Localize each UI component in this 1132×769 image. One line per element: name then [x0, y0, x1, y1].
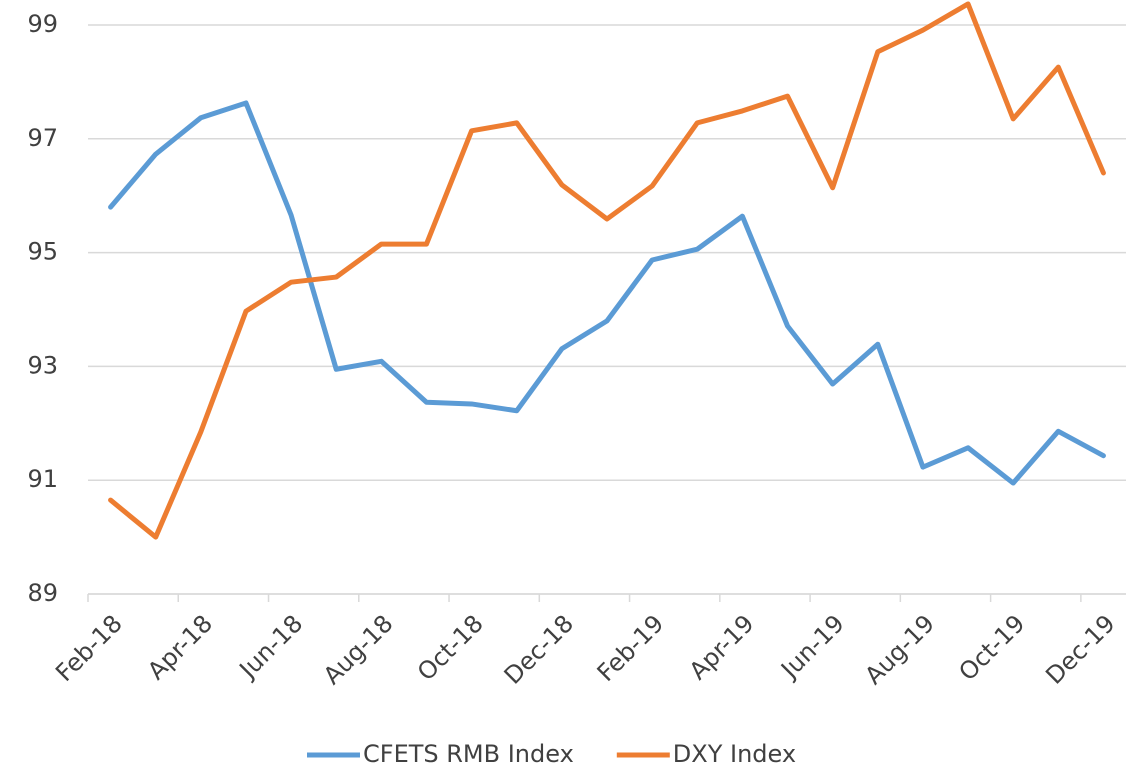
x-tick-label: Feb-18 [50, 609, 128, 687]
x-tick-label: Apr-19 [684, 609, 760, 685]
y-tick-label: 95 [27, 238, 58, 266]
x-tick-label: Jun-19 [774, 609, 849, 684]
x-tick-label: Jun-18 [233, 609, 308, 684]
x-tick-label: Feb-19 [592, 609, 670, 687]
y-tick-label: 91 [27, 465, 58, 493]
x-tick-label: Oct-18 [412, 609, 489, 686]
series-line [108, 100, 1106, 486]
x-tick-label: Oct-19 [954, 609, 1031, 686]
x-tick-label: Aug-19 [859, 609, 940, 690]
y-tick-label: 93 [27, 351, 58, 379]
y-tick-label: 89 [27, 579, 58, 607]
x-tick-label: Dec-19 [1040, 609, 1120, 689]
y-tick-label: 97 [27, 124, 58, 152]
x-tick-label: Dec-18 [499, 609, 579, 689]
series-line [108, 1, 1106, 540]
y-tick-label: 99 [27, 10, 58, 38]
legend-label: CFETS RMB Index [363, 740, 574, 768]
x-tick-label: Apr-18 [142, 609, 218, 685]
x-tick-label: Aug-18 [318, 609, 399, 690]
legend-label: DXY Index [673, 740, 796, 768]
